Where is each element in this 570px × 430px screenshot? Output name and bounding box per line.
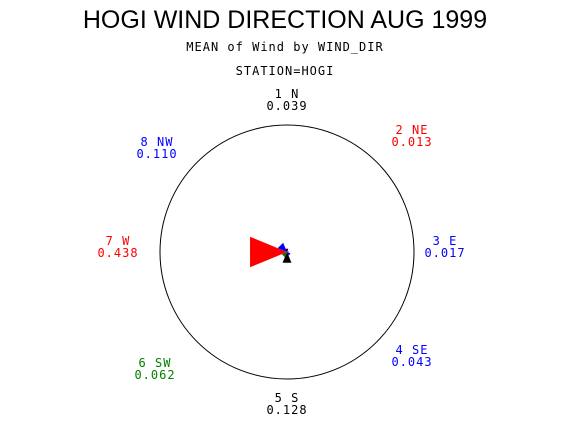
station-label: STATION=HOGI [235, 64, 335, 78]
petal-s [282, 252, 292, 263]
rose-petals [250, 236, 292, 268]
petal-ne [287, 250, 289, 252]
direction-value: 0.039 [266, 99, 307, 113]
direction-label: 6 SW [139, 356, 172, 370]
petal-w [250, 236, 287, 268]
direction-value: 0.017 [424, 246, 465, 260]
direction-value: 0.128 [266, 403, 307, 417]
direction-label: 3 E [433, 234, 458, 248]
petal-sw [281, 252, 287, 258]
direction-value: 0.438 [97, 246, 138, 260]
direction-label: 7 W [106, 234, 131, 248]
direction-value: 0.110 [136, 147, 177, 161]
direction-label: 8 NW [141, 135, 174, 149]
petal-n [285, 248, 289, 252]
direction-value: 0.043 [391, 355, 432, 369]
petal-e [287, 251, 289, 253]
direction-label: 5 S [275, 391, 300, 405]
direction-value: 0.013 [391, 135, 432, 149]
direction-value: 0.062 [134, 368, 175, 382]
direction-label: 1 N [275, 87, 300, 101]
direction-label: 4 SE [396, 343, 429, 357]
chart-subtitle: MEAN of Wind by WIND_DIR [186, 40, 384, 54]
petal-nw [277, 242, 287, 252]
petal-se [287, 252, 291, 256]
rose-circle [159, 124, 415, 380]
chart-title: HOGI WIND DIRECTION AUG 1999 [82, 6, 488, 34]
direction-label: 2 NE [396, 123, 429, 137]
